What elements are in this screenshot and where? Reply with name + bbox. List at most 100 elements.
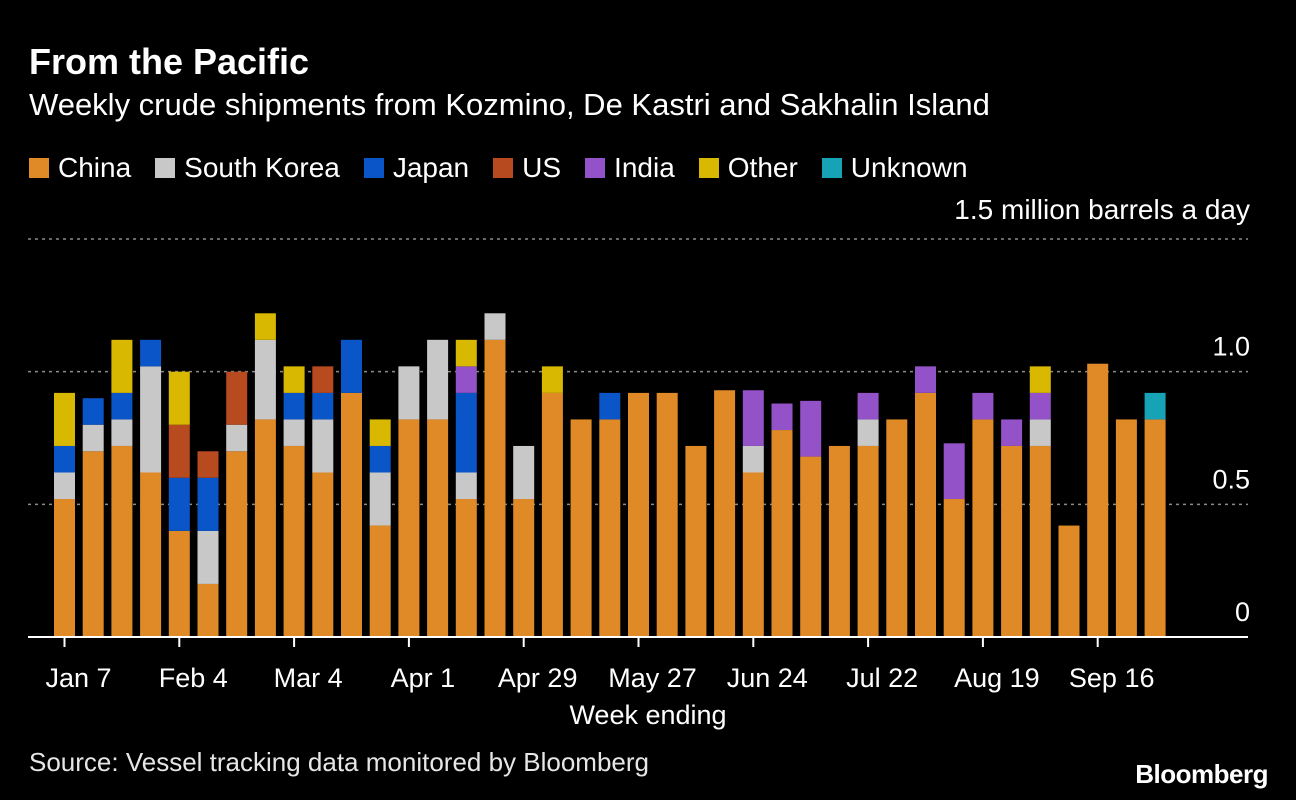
bar-segment-china (1001, 445, 1023, 637)
bar-segment-south-korea (111, 419, 133, 446)
bar-segment-china (513, 499, 535, 637)
x-tick-label: Sep 16 (1069, 663, 1155, 693)
bar-segment-china (168, 530, 190, 637)
bar-segment-south-korea (513, 445, 535, 500)
bar-segment-japan (599, 392, 621, 420)
x-tick-label: Apr 29 (498, 663, 578, 693)
bar-segment-south-korea (369, 472, 391, 526)
bar-segment-japan (140, 339, 162, 367)
bar-segment-other (168, 371, 190, 425)
bar-segment-china (1144, 419, 1166, 637)
legend-label: South Korea (184, 152, 340, 183)
bar-segment-china (369, 525, 391, 637)
x-tick-label: May 27 (608, 663, 697, 693)
legend-swatch (585, 158, 606, 178)
legend-item-other: Other (698, 152, 798, 184)
bar-segment-south-korea (82, 424, 104, 452)
bar-segment-china (111, 445, 133, 637)
y-tick-label: 0.5 (1212, 464, 1250, 494)
bar-segment-china (283, 445, 305, 637)
bar-segment-south-korea (1029, 419, 1051, 446)
bar-segment-south-korea (312, 419, 334, 473)
legend-label: India (614, 152, 675, 183)
legend-label: China (58, 152, 132, 183)
bar-segment-china (254, 419, 276, 637)
bar-segment-china (656, 392, 678, 637)
bar-segment-china (226, 451, 248, 637)
bar-segment-india (1029, 392, 1051, 420)
bar-segment-china (714, 390, 736, 637)
bar-segment-china (312, 472, 334, 637)
bar-segment-other (254, 313, 276, 340)
chart-subtitle: Weekly crude shipments from Kozmino, De … (29, 87, 990, 122)
bar-segment-china (685, 445, 707, 637)
bar-segment-india (857, 392, 879, 420)
bar-segment-south-korea (742, 445, 764, 473)
legend-swatch (698, 158, 719, 178)
bar-segment-india (1001, 419, 1023, 446)
bar-segment-china (484, 339, 506, 637)
bar-segment-other (283, 366, 305, 393)
bar-segment-china (541, 392, 563, 637)
bar-segment-china (1029, 445, 1051, 637)
legend-label: Other (727, 152, 798, 183)
bar-segment-unknown (1144, 392, 1166, 420)
bar-segment-japan (54, 445, 75, 473)
bar-segment-china (771, 430, 793, 637)
legend-item-japan: Japan (363, 152, 469, 184)
chart-title: From the Pacific (29, 41, 310, 82)
bar-segment-japan (82, 398, 104, 425)
x-tick-label: Mar 4 (274, 663, 343, 693)
legend-label: Unknown (850, 152, 968, 183)
bar-segment-china (427, 419, 449, 637)
y-axis-unit-label: 1.5 million barrels a day (954, 194, 1250, 225)
bar-segment-south-korea (283, 419, 305, 446)
bar-segment-china (54, 499, 75, 637)
bar-segment-china (599, 419, 621, 637)
bar-segment-china (628, 392, 649, 637)
bar-segment-south-korea (427, 339, 449, 420)
bar-segment-india (915, 366, 936, 393)
legend-label: US (522, 152, 562, 183)
bar-segment-china (800, 456, 822, 637)
x-tick-label: Feb 4 (159, 663, 228, 693)
bar-segment-japan (283, 392, 305, 420)
legend-swatch (821, 158, 842, 178)
bar-segment-china (1087, 363, 1109, 637)
bar-segment-china (886, 419, 908, 637)
bar-segment-other (369, 419, 391, 446)
bar-segment-china (570, 419, 592, 637)
x-axis-title: Week ending (569, 700, 726, 730)
bar-segment-south-korea (455, 472, 477, 500)
y-tick-label: 0 (1235, 597, 1250, 627)
bar-segment-china (742, 472, 764, 637)
legend-swatch (363, 158, 384, 178)
bar-segment-us (226, 371, 248, 425)
bar-segment-india (742, 390, 764, 446)
legend: China South Korea Japan US India Other U… (29, 150, 992, 186)
legend-swatch (155, 158, 176, 178)
bar-segment-japan (168, 477, 190, 531)
bar-segment-us (197, 451, 219, 478)
bar-segment-china (1115, 419, 1137, 637)
bar-segment-other (111, 339, 133, 393)
legend-item-china: China (29, 152, 131, 184)
bar-segment-us (168, 424, 190, 478)
bar-segment-japan (197, 477, 219, 531)
bar-segment-china (455, 499, 477, 637)
x-tick-label: Jan 7 (45, 663, 111, 693)
source-note: Source: Vessel tracking data monitored b… (29, 747, 650, 777)
legend-item-india: India (585, 152, 675, 184)
bar-segment-india (771, 403, 793, 431)
bar-segment-south-korea (197, 530, 219, 584)
bar-segment-india (943, 443, 965, 500)
bar-segment-other (541, 366, 563, 393)
x-tick-label: Aug 19 (954, 663, 1040, 693)
bar-segment-japan (341, 339, 362, 393)
bar-segment-india (972, 392, 994, 420)
bar-segment-south-korea (140, 366, 162, 473)
bar-segment-china (341, 392, 362, 637)
bar-segment-china (972, 419, 994, 637)
bar-segment-japan (369, 445, 391, 473)
